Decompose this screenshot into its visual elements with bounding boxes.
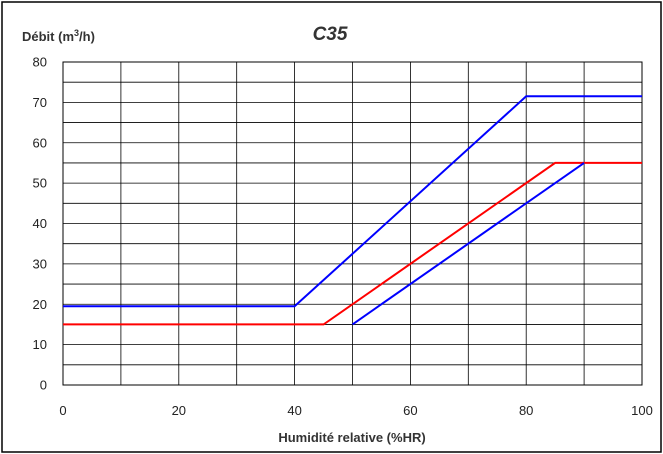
x-tick-label: 40 bbox=[287, 403, 301, 418]
x-tick-label: 100 bbox=[631, 403, 653, 418]
y-tick-label: 80 bbox=[33, 55, 47, 70]
x-tick-labels: 0 20 40 60 80 100 bbox=[59, 403, 652, 418]
series-line-3 bbox=[351, 162, 585, 326]
x-tick-label: 60 bbox=[403, 403, 417, 418]
x-tick-label: 0 bbox=[59, 403, 66, 418]
y-tick-label: 60 bbox=[33, 135, 47, 150]
y-tick-label: 40 bbox=[33, 216, 47, 231]
chart-title: C35 bbox=[313, 24, 348, 45]
y-tick-labels: 0 10 20 30 40 50 60 70 80 bbox=[33, 55, 47, 393]
y-tick-label: 30 bbox=[33, 256, 47, 271]
y-axis-label-superscript: 3 bbox=[74, 28, 79, 38]
x-tick-label: 20 bbox=[172, 403, 186, 418]
y-tick-label: 0 bbox=[40, 378, 47, 393]
y-axis-label-main: Débit (m bbox=[22, 29, 74, 44]
y-tick-label: 20 bbox=[33, 297, 47, 312]
y-tick-label: 50 bbox=[33, 176, 47, 191]
y-tick-label: 70 bbox=[33, 95, 47, 110]
series-group bbox=[63, 95, 642, 326]
y-tick-label: 10 bbox=[33, 337, 47, 352]
y-axis-label-end: /h) bbox=[79, 29, 95, 44]
y-axis-label: Débit (m3/h) bbox=[22, 28, 95, 44]
series-line-2 bbox=[63, 161, 642, 326]
x-axis-label: Humidité relative (%HR) bbox=[278, 430, 425, 445]
x-tick-label: 80 bbox=[519, 403, 533, 418]
series-line-1 bbox=[63, 95, 642, 308]
